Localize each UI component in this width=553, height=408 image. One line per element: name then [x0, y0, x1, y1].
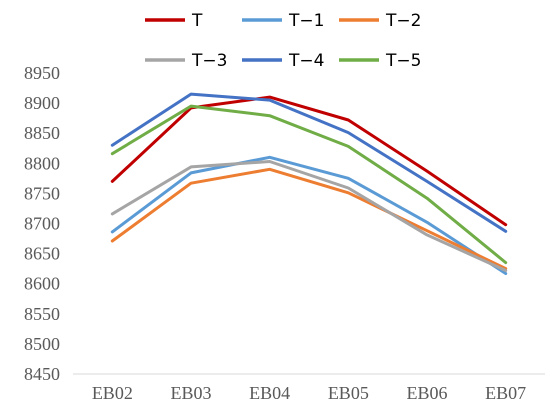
- legend-item: T−4: [242, 51, 324, 71]
- legend-item: T−3: [145, 51, 227, 71]
- series-line-0: [110, 95, 508, 227]
- legend-item: T−1: [242, 11, 324, 31]
- series-line-4: [110, 92, 508, 233]
- series-line-1: [110, 155, 508, 275]
- series-line-2: [110, 167, 508, 271]
- legend-label: T: [191, 11, 203, 31]
- y-tick-label: 8900: [24, 93, 60, 113]
- series-lines: [110, 92, 508, 275]
- legend-item: T: [145, 11, 203, 31]
- series-line-5: [110, 104, 508, 265]
- legend-label: T−3: [191, 51, 227, 71]
- y-tick-label: 8450: [24, 364, 60, 384]
- y-tick-label: 8750: [24, 183, 60, 203]
- y-tick-label: 8950: [24, 63, 60, 83]
- x-axis-tick-labels: EB02 EB03 EB04 EB05 EB06 EB07: [92, 383, 526, 403]
- legend-label: T−5: [385, 51, 421, 71]
- legend-label: T−2: [385, 11, 421, 31]
- x-tick-label: EB06: [406, 383, 447, 403]
- y-axis-tick-labels: 8450 8500 8550 8600 8650 8700 8750 8800 8850 8900…: [24, 63, 60, 384]
- legend-item: T−5: [339, 51, 421, 71]
- legend-item: T−2: [339, 11, 421, 31]
- x-tick-label: EB04: [249, 383, 290, 403]
- y-tick-label: 8650: [24, 244, 60, 264]
- y-tick-label: 8850: [24, 123, 60, 143]
- x-tick-label: EB02: [92, 383, 133, 403]
- x-tick-label: EB07: [485, 383, 526, 403]
- y-tick-label: 8700: [24, 214, 60, 234]
- series-line-3: [110, 160, 508, 272]
- x-tick-label: EB05: [328, 383, 369, 403]
- y-tick-label: 8500: [24, 334, 60, 354]
- x-tick-label: EB03: [170, 383, 211, 403]
- y-tick-label: 8600: [24, 274, 60, 294]
- y-tick-label: 8550: [24, 304, 60, 324]
- legend-label: T−4: [288, 51, 324, 71]
- legend-label: T−1: [288, 11, 324, 31]
- y-tick-label: 8800: [24, 153, 60, 173]
- legend: T T−1 T−2 T−3 T−4 T−5: [145, 11, 421, 71]
